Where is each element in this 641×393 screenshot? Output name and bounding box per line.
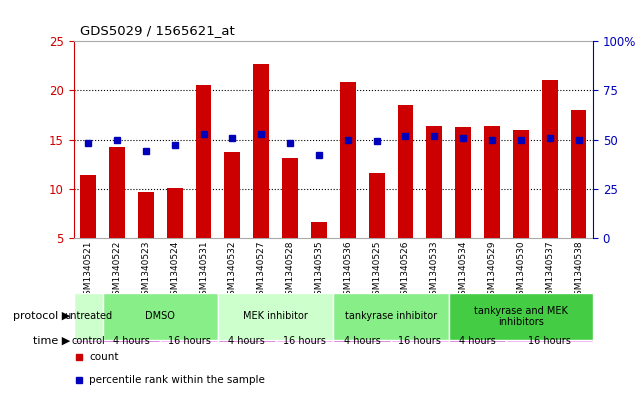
Text: GSM1340530: GSM1340530: [516, 241, 526, 301]
Bar: [426, 126, 442, 238]
Text: 4 hours: 4 hours: [228, 336, 265, 346]
Text: 4 hours: 4 hours: [113, 336, 150, 346]
Text: GSM1340528: GSM1340528: [285, 241, 295, 301]
Bar: [570, 110, 587, 238]
Bar: [253, 64, 269, 238]
Bar: [484, 126, 500, 238]
Bar: [449, 293, 593, 340]
Bar: [224, 152, 240, 238]
Text: GSM1340524: GSM1340524: [170, 241, 179, 301]
Text: 16 hours: 16 hours: [168, 336, 210, 346]
Text: GSM1340525: GSM1340525: [372, 241, 381, 301]
Bar: [196, 85, 212, 238]
Bar: [167, 187, 183, 238]
Text: GSM1340526: GSM1340526: [401, 241, 410, 301]
Bar: [369, 173, 385, 238]
Bar: [276, 340, 333, 342]
Text: GSM1340536: GSM1340536: [343, 241, 353, 301]
Text: GDS5029 / 1565621_at: GDS5029 / 1565621_at: [80, 24, 235, 37]
Bar: [340, 82, 356, 238]
Text: GSM1340529: GSM1340529: [487, 241, 497, 301]
Text: GSM1340532: GSM1340532: [228, 241, 237, 301]
Bar: [513, 130, 529, 238]
Bar: [74, 340, 103, 342]
Bar: [542, 79, 558, 238]
Bar: [218, 293, 333, 340]
Text: 16 hours: 16 hours: [399, 336, 441, 346]
Text: untreated: untreated: [64, 311, 112, 321]
Text: 4 hours: 4 hours: [344, 336, 381, 346]
Bar: [391, 340, 449, 342]
Text: MEK inhibitor: MEK inhibitor: [243, 311, 308, 321]
Bar: [103, 293, 218, 340]
Bar: [74, 293, 103, 340]
Text: GSM1340527: GSM1340527: [256, 241, 266, 301]
Bar: [103, 340, 160, 342]
Bar: [138, 191, 154, 238]
Text: 4 hours: 4 hours: [459, 336, 496, 346]
Text: protocol ▶: protocol ▶: [13, 311, 71, 321]
Text: GSM1340533: GSM1340533: [429, 241, 439, 301]
Bar: [449, 340, 506, 342]
Text: GSM1340537: GSM1340537: [545, 241, 554, 301]
Text: GSM1340535: GSM1340535: [314, 241, 324, 301]
Text: tankyrase and MEK
inhibitors: tankyrase and MEK inhibitors: [474, 306, 568, 327]
Bar: [218, 340, 276, 342]
Bar: [282, 158, 298, 238]
Text: GSM1340521: GSM1340521: [83, 241, 93, 301]
Bar: [311, 222, 327, 238]
Text: GSM1340534: GSM1340534: [458, 241, 468, 301]
Text: GSM1340531: GSM1340531: [199, 241, 208, 301]
Text: count: count: [89, 352, 119, 362]
Text: GSM1340522: GSM1340522: [112, 241, 122, 301]
Text: 16 hours: 16 hours: [283, 336, 326, 346]
Bar: [160, 340, 218, 342]
Text: time ▶: time ▶: [33, 336, 71, 346]
Text: 16 hours: 16 hours: [528, 336, 571, 346]
Bar: [109, 147, 125, 238]
Bar: [333, 340, 391, 342]
Bar: [80, 175, 96, 238]
Text: GSM1340523: GSM1340523: [141, 241, 151, 301]
Text: control: control: [71, 336, 105, 346]
Text: tankyrase inhibitor: tankyrase inhibitor: [345, 311, 437, 321]
Text: DMSO: DMSO: [146, 311, 175, 321]
Bar: [506, 340, 593, 342]
Text: percentile rank within the sample: percentile rank within the sample: [89, 375, 265, 386]
Bar: [397, 105, 413, 238]
Bar: [333, 293, 449, 340]
Text: GSM1340538: GSM1340538: [574, 241, 583, 301]
Bar: [455, 127, 471, 238]
